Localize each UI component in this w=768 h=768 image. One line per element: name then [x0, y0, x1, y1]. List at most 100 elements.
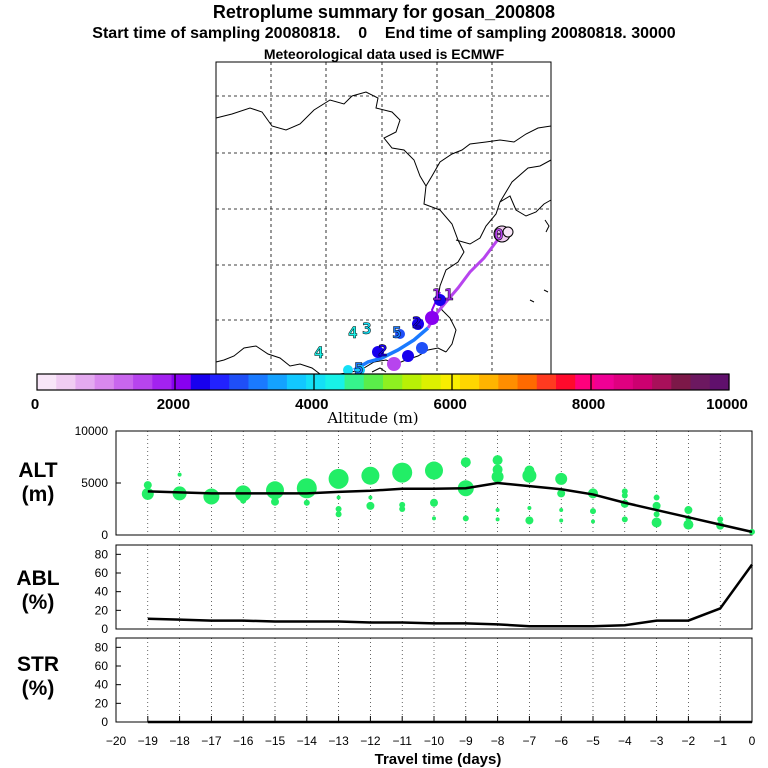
colorbar-cell — [402, 374, 423, 390]
x-tick-label: −3 — [650, 734, 664, 748]
sampling-time-line: Start time of sampling 20080818. 0 End t… — [0, 25, 768, 43]
colorbar-tick-label: 10000 — [706, 396, 748, 413]
start-value: 0 — [358, 25, 368, 42]
x-tick-label: −1 — [713, 734, 727, 748]
colorbar-frame — [36, 373, 730, 391]
alt-point — [462, 515, 469, 522]
x-tick-label: 0 — [749, 734, 756, 748]
alt-point — [684, 506, 693, 515]
colorbar-cell — [286, 374, 307, 390]
x-tick-label: −2 — [682, 734, 696, 748]
x-tick-label: −17 — [201, 734, 222, 748]
x-tick-label: −16 — [233, 734, 254, 748]
y-tick-label: 0 — [101, 528, 108, 542]
alt-point — [328, 468, 349, 489]
colorbar-cell — [248, 374, 269, 390]
alt-point — [303, 499, 310, 506]
map-frame — [215, 61, 552, 375]
alt-point — [335, 511, 342, 518]
y-tick-label: 20 — [95, 696, 109, 710]
colorbar-cell — [306, 374, 326, 390]
map-marker-label: 2 — [378, 341, 388, 360]
colorbar-cell — [671, 374, 692, 390]
colorbar-cells — [37, 374, 730, 390]
str-ylabel-line1: STR — [17, 653, 59, 676]
meteorological-data-line: Meteorological data used is ECMWF — [263, 46, 505, 62]
y-tick-label: 80 — [95, 547, 109, 561]
x-tick-label: −10 — [424, 734, 445, 748]
y-tick-label: 20 — [95, 603, 109, 617]
colorbar-cell — [613, 374, 634, 390]
y-tick-label: 10000 — [75, 424, 109, 438]
map-marker-label: 4 — [314, 343, 324, 362]
alt-point — [621, 516, 628, 523]
alt-point — [653, 494, 660, 501]
y-tick-label: 80 — [95, 640, 109, 654]
alt-point — [203, 488, 220, 505]
map-marker-label: 2 — [412, 313, 422, 332]
abl-ylabel-line1: ABL — [16, 567, 59, 590]
alt-point — [430, 498, 438, 507]
y-tick-label: 40 — [95, 678, 109, 692]
x-tick-label: −11 — [392, 734, 412, 748]
alt-point — [177, 472, 182, 477]
y-tick-label: 60 — [95, 566, 109, 580]
colorbar-cell — [56, 374, 77, 390]
colorbar-cell — [171, 374, 192, 390]
abl-ylabel-line2: (%) — [22, 591, 55, 614]
alt-point — [492, 464, 503, 475]
abl-line — [147, 563, 754, 628]
alt-plot — [141, 455, 755, 535]
alt-point — [366, 501, 375, 510]
alt-point — [683, 519, 694, 530]
alt-point — [392, 462, 413, 483]
x-tick-labels: −20 −19 −18 −17 −16 −15 −14 −13 −12 −11 −10 −9 −8 −7−… — [106, 716, 756, 748]
colorbar-tick-label: 0 — [31, 396, 39, 413]
alt-point — [368, 495, 373, 500]
y-tick-label: 0 — [101, 622, 108, 636]
colorbar-cell — [94, 374, 115, 390]
alt-point — [621, 488, 628, 495]
alt-point — [361, 466, 380, 485]
map-marker-label: 1 — [444, 285, 454, 304]
alt-point — [425, 461, 443, 480]
colorbar-label: Altitude (m) — [326, 409, 418, 427]
colorbar-cell — [652, 374, 672, 390]
colorbar-cell — [152, 374, 173, 390]
x-tick-label: −13 — [328, 734, 349, 748]
alt-point — [399, 501, 406, 508]
map-marker-label: 3 — [362, 319, 372, 338]
colorbar-cell — [440, 374, 461, 390]
x-tick-label: −15 — [265, 734, 286, 748]
colorbar-cell — [190, 374, 211, 390]
x-tick-label: −12 — [360, 734, 381, 748]
alt-point — [492, 455, 503, 466]
x-tick-label: −9 — [459, 734, 473, 748]
colorbar: 0 2000 4000 6000 8000 10000 Altitude (m) — [31, 373, 748, 427]
chart-title: Retroplume summary for gosan_200808 — [212, 2, 556, 22]
alt-point — [559, 518, 564, 523]
y-tick-label: 40 — [95, 585, 109, 599]
colorbar-cell — [594, 374, 615, 390]
colorbar-cell — [267, 374, 288, 390]
alt-point — [555, 472, 568, 485]
colorbar-tick-label: 4000 — [295, 396, 328, 413]
alt-point — [266, 481, 284, 500]
colorbar-tick-label: 8000 — [572, 396, 605, 413]
alt-point — [141, 487, 154, 500]
alt-point — [491, 470, 504, 483]
alt-point — [651, 517, 662, 528]
x-tick-label: −19 — [138, 734, 159, 748]
alt-point — [460, 457, 471, 468]
x-tick-label: −6 — [554, 734, 568, 748]
map-blobs — [343, 225, 514, 375]
colorbar-cell — [498, 374, 519, 390]
alt-point — [271, 497, 279, 506]
end-label: End time of sampling 20080818. — [384, 25, 627, 42]
colorbar-cell — [517, 374, 538, 390]
alt-point — [525, 516, 534, 525]
